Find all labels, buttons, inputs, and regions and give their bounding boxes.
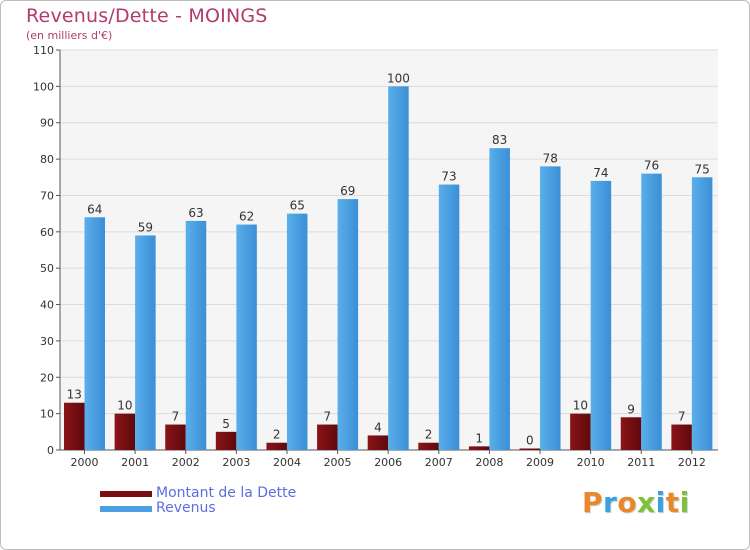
y-tick-label: 50: [40, 262, 54, 275]
x-tick-label: 2012: [678, 456, 706, 469]
data-label-revenus: 63: [188, 206, 203, 220]
x-tick-label: 2010: [577, 456, 605, 469]
legend-swatch-revenus: [100, 505, 152, 512]
x-tick-label: 2002: [172, 456, 200, 469]
legend-item-revenus: Revenus: [100, 501, 296, 516]
legend-label-revenus: Revenus: [156, 500, 216, 516]
y-tick-label: 110: [33, 44, 54, 57]
x-tick-label: 2011: [627, 456, 655, 469]
x-tick-label: 2005: [324, 456, 352, 469]
logo-letter: i: [679, 486, 690, 519]
x-tick-label: 2001: [121, 456, 149, 469]
logo-letter: i: [655, 486, 666, 519]
data-label-revenus: 64: [87, 202, 102, 216]
x-tick-label: 2008: [475, 456, 503, 469]
y-tick-label: 30: [40, 335, 54, 348]
y-tick-label: 60: [40, 226, 54, 239]
data-label-revenus: 78: [543, 151, 558, 165]
data-label-revenus: 76: [644, 159, 659, 173]
x-tick-label: 2007: [425, 456, 453, 469]
y-tick-label: 0: [47, 444, 54, 457]
bar-revenus: [337, 199, 359, 450]
bar-revenus: [590, 180, 612, 450]
bar-revenus: [236, 224, 257, 450]
data-label-dette: 7: [172, 410, 180, 424]
bar-revenus: [388, 86, 409, 450]
data-label-revenus: 100: [387, 71, 410, 85]
data-label-revenus: 62: [239, 210, 254, 224]
data-label-dette: 2: [273, 428, 281, 442]
data-label-revenus: 65: [290, 199, 305, 213]
bar-revenus: [84, 217, 105, 450]
bar-revenus: [185, 220, 207, 450]
bar-dette: [266, 442, 287, 450]
data-label-revenus: 59: [138, 220, 153, 234]
data-label-dette: 9: [627, 402, 635, 416]
data-label-revenus: 73: [441, 170, 456, 184]
bar-dette: [367, 435, 389, 450]
chart-subtitle: (en milliers d'€): [26, 29, 113, 42]
bar-revenus: [489, 148, 510, 450]
data-label-revenus: 75: [694, 162, 709, 176]
bar-revenus: [438, 184, 460, 450]
x-tick-label: 2004: [273, 456, 301, 469]
bar-revenus: [540, 166, 561, 450]
data-label-dette: 10: [573, 399, 588, 413]
legend: Montant de la Dette Revenus: [100, 486, 296, 516]
data-label-revenus: 83: [492, 133, 507, 147]
bar-revenus: [135, 235, 156, 450]
data-label-dette: 5: [222, 417, 230, 431]
x-tick-label: 2000: [71, 456, 99, 469]
bar-dette: [468, 446, 490, 450]
data-label-dette: 10: [117, 399, 132, 413]
data-label-dette: 2: [425, 428, 433, 442]
legend-swatch-dette: [100, 490, 152, 497]
bar-dette: [671, 424, 692, 450]
x-tick-label: 2006: [374, 456, 402, 469]
data-label-dette: 4: [374, 420, 382, 434]
bar-dette: [317, 424, 338, 450]
y-tick-label: 20: [40, 371, 54, 384]
x-tick-label: 2003: [222, 456, 250, 469]
legend-label-dette: Montant de la Dette: [156, 485, 297, 501]
bar-revenus: [641, 173, 662, 451]
y-tick-label: 40: [40, 299, 54, 312]
legend-item-dette: Montant de la Dette: [100, 486, 296, 501]
data-label-dette: 7: [324, 410, 332, 424]
logo-letter: o: [617, 486, 638, 519]
logo-letter: P: [582, 486, 604, 519]
bar-dette: [570, 413, 591, 450]
y-tick-label: 10: [40, 408, 54, 421]
logo-letter: x: [637, 486, 656, 519]
logo-letter: t: [665, 486, 680, 519]
y-tick-label: 100: [33, 80, 54, 93]
y-tick-label: 80: [40, 153, 54, 166]
bar-dette: [165, 424, 186, 450]
data-label-dette: 13: [67, 388, 82, 402]
bar-dette: [519, 448, 541, 450]
proxiti-logo: Proxiti: [582, 486, 690, 519]
bar-dette: [114, 413, 136, 450]
y-tick-label: 90: [40, 117, 54, 130]
x-tick-label: 2009: [526, 456, 554, 469]
data-label-revenus: 69: [340, 184, 355, 198]
bar-revenus: [286, 213, 308, 450]
data-label-dette: 0: [526, 434, 534, 448]
bar-dette: [418, 442, 439, 450]
bar-dette: [215, 431, 237, 450]
data-label-dette: 1: [475, 431, 483, 445]
bar-chart: 0102030405060708090100110200013642001105…: [33, 44, 718, 469]
logo-letter: r: [603, 486, 618, 519]
bar-dette: [620, 417, 642, 450]
bar-dette: [64, 402, 85, 450]
data-label-dette: 7: [678, 410, 686, 424]
bar-revenus: [691, 177, 713, 451]
data-label-revenus: 74: [593, 166, 608, 180]
chart-title: Revenus/Dette - MOINGS: [26, 5, 268, 27]
y-tick-label: 70: [40, 189, 54, 202]
